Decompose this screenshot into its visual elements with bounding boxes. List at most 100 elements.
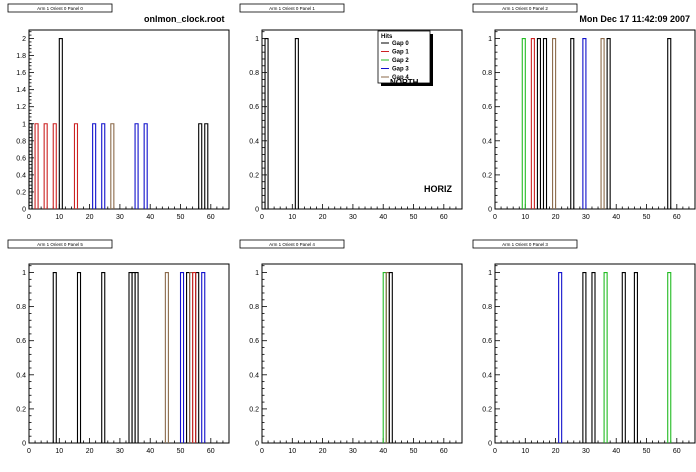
plot-frame [261, 263, 463, 444]
y-tick-label: 0.4 [249, 138, 259, 145]
x-tick-label: 10 [55, 448, 63, 455]
histogram-bar-gap-1 [530, 37, 535, 209]
histogram-bar-gap-0 [101, 271, 106, 443]
histogram-bar-gap-0 [667, 37, 672, 209]
x-tick-label: 60 [207, 214, 215, 221]
y-tick-label: 1 [488, 36, 492, 43]
x-tick-label: 30 [349, 214, 357, 221]
histogram-bar-gap-0 [591, 271, 596, 443]
y-tick-label: 1 [255, 36, 259, 43]
histogram-bar-gap-0 [264, 37, 269, 209]
x-tick-label: 30 [582, 448, 590, 455]
y-tick-label: 0.2 [249, 406, 259, 413]
y-tick-label: 0.8 [482, 304, 492, 311]
legend-entry: Gap 4 [392, 75, 409, 81]
histogram-bar-gap-2 [667, 271, 672, 443]
x-tick-label: 0 [260, 448, 264, 455]
histogram-bar-gap-1 [192, 271, 197, 443]
panel-title-box [7, 239, 113, 249]
filename-label: onlmon_clock.root [144, 14, 225, 24]
x-tick-label: 50 [177, 448, 185, 455]
x-tick-label: 30 [116, 214, 124, 221]
y-tick-label: 0.8 [482, 70, 492, 77]
y-tick-label: 0.2 [482, 406, 492, 413]
y-tick-label: 1 [488, 270, 492, 277]
panel-title: Arm 1 Orient 0 Panel 0 [37, 6, 83, 11]
histogram-panel-1: Arm 1 Orient 0 Panel 0 0 10 20 30 40 50 60 0 0.2 0… [7, 3, 230, 221]
histogram-bar-gap-2 [603, 271, 608, 443]
y-tick-label: 0.8 [16, 138, 26, 145]
histogram-bar-gap-3 [582, 37, 587, 209]
histogram-bar-gap-0 [198, 123, 203, 209]
legend-entry: Gap 2 [392, 58, 409, 64]
legend-overlay-text: NORTH [390, 78, 419, 87]
histogram-bar-gap-0 [28, 123, 33, 209]
plot-frame [28, 29, 230, 210]
y-tick-label: 0 [22, 441, 26, 448]
panel-title: Arm 1 Orient 0 Panel 1 [269, 6, 315, 11]
y-tick-label: 0.2 [482, 172, 492, 179]
y-tick-label: 0.2 [16, 189, 26, 196]
y-tick-label: 2 [22, 36, 26, 43]
x-tick-label: 60 [207, 448, 215, 455]
histogram-bar-gap-0 [134, 271, 139, 443]
y-tick-label: 0.2 [249, 172, 259, 179]
panel-title: Arm 1 Orient 0 Panel 5 [37, 242, 83, 247]
histogram-bar-gap-0 [536, 37, 542, 209]
y-tick-label: 1 [255, 270, 259, 277]
plot-frame [494, 29, 696, 210]
panel-title-box [239, 3, 345, 13]
x-tick-label: 40 [612, 214, 620, 221]
histogram-bar-gap-3 [92, 123, 97, 209]
legend-title: Hits [381, 34, 393, 40]
histogram-bar-gap-3 [101, 123, 106, 209]
x-tick-label: 10 [55, 214, 63, 221]
histogram-panel-2: Arm 1 Orient 0 Panel 1 0 10 20 30 40 50 60 0 0.2 0… [239, 3, 463, 221]
panel-title-box [472, 239, 578, 249]
y-tick-label: 0.6 [249, 104, 259, 111]
y-tick-label: 1 [22, 121, 26, 128]
legend-box [377, 30, 431, 84]
x-tick-label: 10 [288, 448, 296, 455]
histogram-bar-gap-0 [76, 271, 82, 443]
panel-annotation: HORIZ [424, 184, 453, 194]
x-tick-label: 20 [319, 214, 327, 221]
x-tick-label: 60 [440, 214, 448, 221]
y-tick-label: 0.4 [16, 372, 26, 379]
histogram-bar-gap-3 [143, 123, 148, 209]
x-tick-label: 40 [379, 448, 387, 455]
x-tick-label: 10 [288, 214, 296, 221]
x-tick-label: 40 [379, 214, 387, 221]
x-tick-label: 20 [552, 214, 560, 221]
panel-title-box [7, 3, 113, 13]
histogram-panel-5: Arm 1 Orient 0 Panel 4 0 10 20 30 40 50 60 0 0.2 0… [239, 239, 463, 455]
y-tick-label: 0.6 [16, 155, 26, 162]
histogram-bar-gap-4 [600, 37, 605, 209]
histogram-panel-6: Arm 1 Orient 0 Panel 3 0 10 20 30 40 50 60 0 0.2 0… [472, 239, 696, 455]
histogram-panel-3: Arm 1 Orient 0 Panel 2 0 10 20 30 40 50 60 0 0.2 0… [472, 3, 696, 221]
x-tick-label: 50 [643, 214, 651, 221]
histogram-bar-gap-0 [621, 271, 626, 443]
x-tick-label: 0 [27, 448, 31, 455]
x-tick-label: 50 [643, 448, 651, 455]
y-tick-label: 0 [22, 207, 26, 214]
y-tick-label: 0.6 [16, 338, 26, 345]
histogram-bar-gap-0 [294, 37, 299, 209]
legend-entry: Gap 1 [392, 50, 409, 56]
y-tick-label: 0 [488, 441, 492, 448]
histogram-bar-gap-2 [521, 37, 526, 209]
y-tick-label: 1.8 [16, 53, 26, 60]
y-tick-label: 0.2 [16, 406, 26, 413]
histogram-bar-gap-3 [558, 271, 563, 443]
y-tick-label: 0 [488, 207, 492, 214]
y-tick-label: 0 [255, 207, 259, 214]
panel-title-box [472, 3, 578, 13]
y-tick-label: 0.6 [249, 338, 259, 345]
x-tick-label: 60 [673, 214, 681, 221]
x-tick-label: 20 [86, 214, 94, 221]
x-tick-label: 20 [86, 448, 94, 455]
x-tick-label: 40 [612, 448, 620, 455]
histogram-bar-gap-0 [606, 37, 611, 209]
x-tick-label: 10 [521, 214, 529, 221]
x-tick-label: 0 [493, 448, 497, 455]
